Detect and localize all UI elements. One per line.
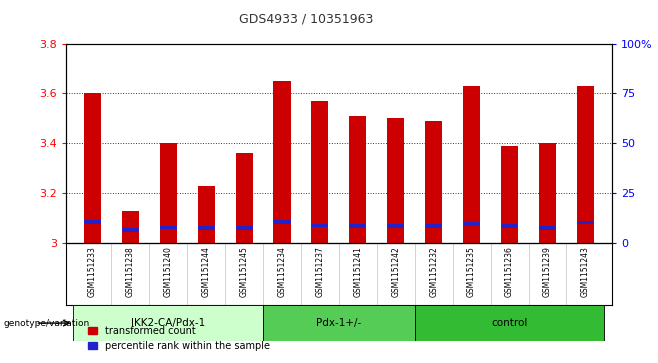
Bar — [539, 143, 556, 243]
Bar — [236, 227, 253, 230]
Text: GSM1151245: GSM1151245 — [240, 246, 249, 297]
Bar — [501, 146, 518, 243]
Bar — [463, 86, 480, 243]
Bar — [425, 121, 442, 243]
Bar — [387, 118, 404, 243]
Bar — [122, 228, 139, 232]
Bar — [539, 226, 556, 230]
Legend: transformed count, percentile rank within the sample: transformed count, percentile rank withi… — [84, 322, 274, 355]
Bar — [577, 86, 594, 243]
Text: GSM1151232: GSM1151232 — [429, 246, 438, 297]
Bar — [415, 305, 604, 341]
Bar — [263, 305, 415, 341]
Text: control: control — [492, 318, 528, 328]
Text: GSM1151240: GSM1151240 — [164, 246, 172, 297]
Bar — [311, 101, 328, 243]
Text: GSM1151234: GSM1151234 — [278, 246, 286, 297]
Bar — [84, 220, 101, 224]
Text: GSM1151236: GSM1151236 — [505, 246, 514, 297]
Bar — [274, 220, 291, 224]
Bar — [197, 226, 215, 230]
Text: GSM1151241: GSM1151241 — [353, 246, 363, 297]
Text: Pdx-1+/-: Pdx-1+/- — [316, 318, 361, 328]
Bar — [577, 221, 594, 224]
Bar — [501, 224, 518, 228]
Bar — [74, 305, 263, 341]
Bar — [425, 224, 442, 228]
Text: IKK2-CA/Pdx-1: IKK2-CA/Pdx-1 — [131, 318, 205, 328]
Bar — [160, 226, 177, 229]
Bar — [84, 93, 101, 243]
Bar — [463, 222, 480, 226]
Text: GSM1151233: GSM1151233 — [88, 246, 97, 297]
Text: GSM1151242: GSM1151242 — [392, 246, 400, 297]
Text: GSM1151244: GSM1151244 — [201, 246, 211, 297]
Text: GDS4933 / 10351963: GDS4933 / 10351963 — [239, 12, 373, 25]
Text: GSM1151235: GSM1151235 — [467, 246, 476, 297]
Bar — [236, 154, 253, 243]
Bar — [349, 116, 367, 243]
Text: GSM1151238: GSM1151238 — [126, 246, 135, 297]
Text: GSM1151237: GSM1151237 — [315, 246, 324, 297]
Bar — [349, 224, 367, 228]
Bar — [197, 186, 215, 243]
Bar — [311, 224, 328, 228]
Text: GSM1151243: GSM1151243 — [581, 246, 590, 297]
Text: GSM1151239: GSM1151239 — [543, 246, 552, 297]
Bar — [122, 211, 139, 243]
Bar — [387, 224, 404, 228]
Text: genotype/variation: genotype/variation — [3, 319, 89, 327]
Bar — [160, 143, 177, 243]
Bar — [274, 81, 291, 243]
